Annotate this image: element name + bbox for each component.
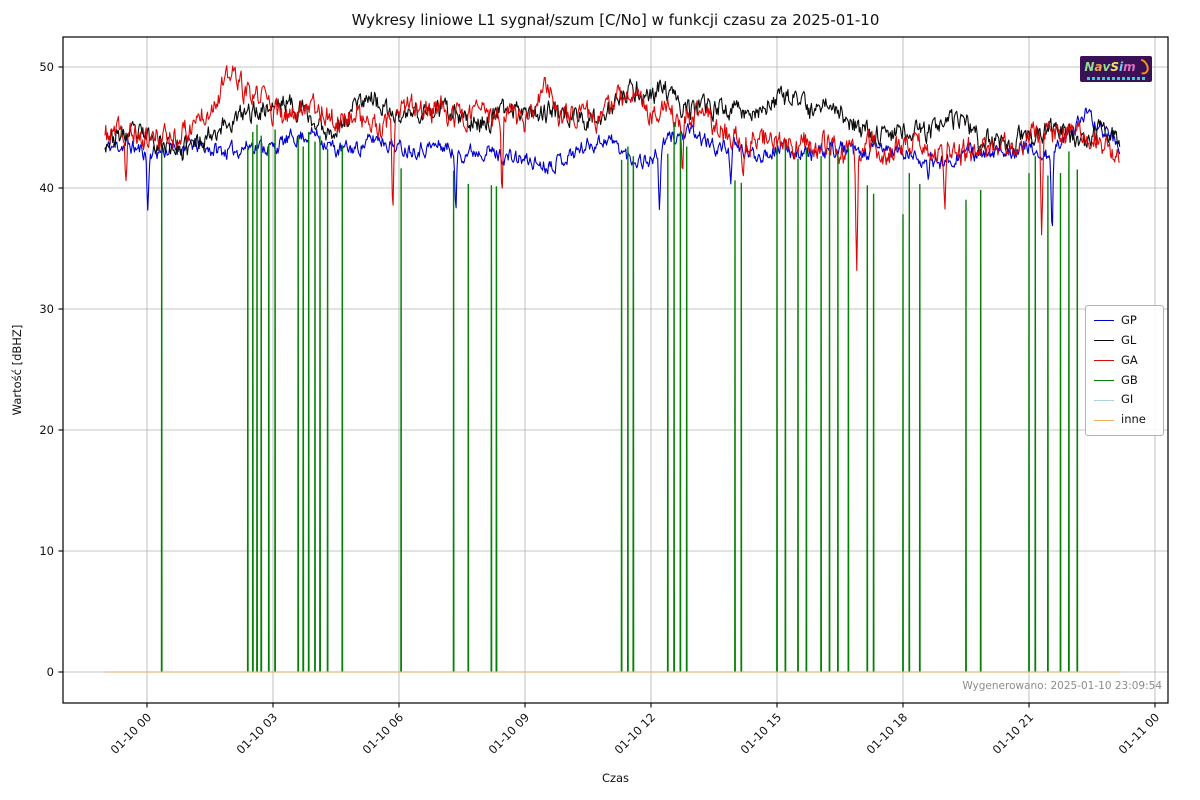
legend-label: GB — [1121, 372, 1138, 387]
legend-entry-GP: GP — [1094, 315, 1155, 327]
navsim-logo: NavSim — [1080, 56, 1152, 82]
legend-label: GL — [1121, 332, 1137, 347]
legend-label: GI — [1121, 392, 1134, 407]
legend-line-sample — [1094, 399, 1114, 401]
logo-letter: i — [1119, 59, 1124, 74]
series-GP-line — [104, 107, 1121, 227]
legend: GP GL GA GB GI inne — [1085, 305, 1164, 436]
x-tick-label: 01-10 18 — [864, 710, 910, 756]
legend-line-sample — [1094, 360, 1114, 362]
y-tick-label: 40 — [39, 181, 54, 195]
logo-letter: S — [1110, 59, 1119, 74]
x-tick-label: 01-10 15 — [738, 710, 784, 756]
x-tick-label: 01-11 00 — [1116, 710, 1162, 756]
logo-letter: v — [1102, 59, 1111, 74]
legend-entry-GB: GB — [1094, 372, 1155, 387]
legend-line-sample — [1094, 379, 1114, 381]
x-tick-label: 01-10 12 — [612, 710, 658, 756]
legend-entry-GI: GI — [1094, 394, 1155, 406]
series-GL-line — [104, 78, 1121, 161]
logo-letter: N — [1084, 59, 1095, 74]
logo-letter: m — [1123, 59, 1136, 74]
legend-line-sample — [1094, 320, 1114, 322]
legend-label: inne — [1121, 412, 1146, 427]
y-tick-label: 0 — [47, 665, 54, 679]
y-tick-label: 20 — [39, 423, 54, 437]
navsim-logo-text: NavSim — [1084, 61, 1135, 73]
y-tick-label: 50 — [39, 60, 54, 74]
x-tick-label: 01-10 00 — [108, 710, 154, 756]
chart-title: Wykresy liniowe L1 sygnał/szum [C/No] w … — [351, 11, 880, 29]
x-tick-label: 01-10 21 — [990, 710, 1036, 756]
legend-line-sample — [1094, 419, 1114, 421]
x-tick-label: 01-10 03 — [234, 710, 280, 756]
x-tick-label: 01-10 09 — [486, 710, 532, 756]
legend-entry-inne: inne — [1094, 414, 1155, 426]
y-tick-label: 10 — [39, 544, 54, 558]
legend-label: GA — [1121, 352, 1138, 367]
y-tick-label: 30 — [39, 302, 54, 316]
legend-line-sample — [1094, 340, 1114, 342]
axes-frame — [62, 36, 1169, 704]
series-GB-line — [105, 123, 1121, 673]
legend-entry-GL: GL — [1094, 332, 1155, 347]
x-tick-label: 01-10 06 — [360, 710, 406, 756]
x-axis-label: Czas — [601, 771, 630, 785]
series-GA-line — [104, 65, 1120, 271]
legend-entry-GA: GA — [1094, 352, 1155, 367]
legend-label: GP — [1121, 313, 1137, 328]
navsim-logo-subtitle — [1087, 77, 1145, 80]
logo-letter: a — [1094, 59, 1103, 74]
generated-timestamp: Wygenerowano: 2025-01-10 23:09:54 — [962, 680, 1162, 692]
